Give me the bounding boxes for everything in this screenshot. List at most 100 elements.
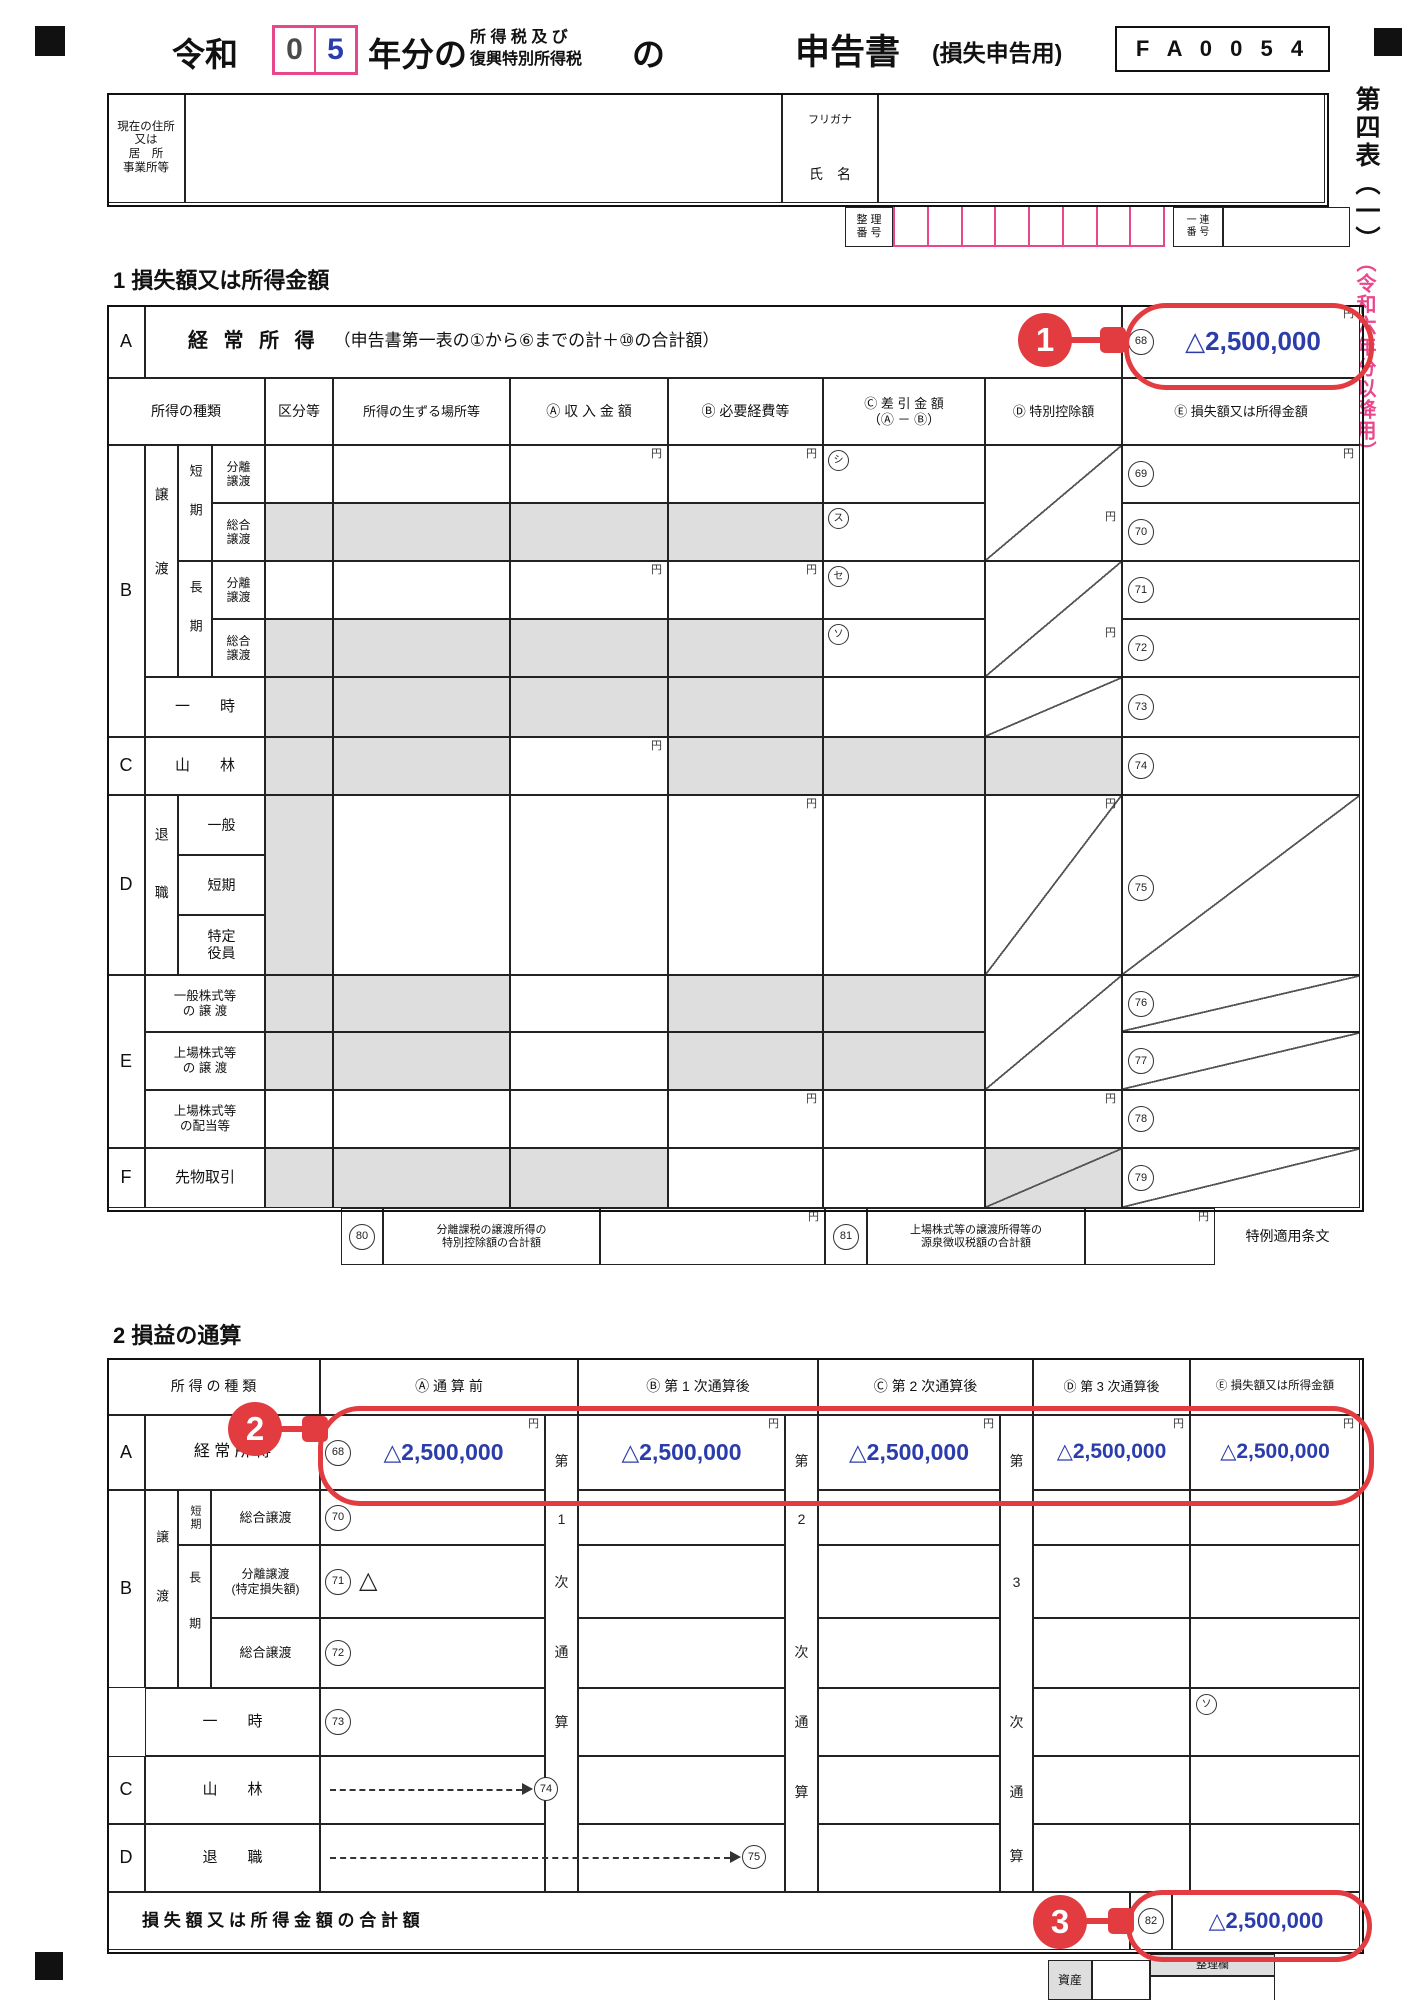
- s2-cell: [1190, 1824, 1360, 1892]
- s2-rowA-key: A: [107, 1415, 145, 1490]
- no-particle: の: [632, 36, 665, 73]
- s1-sougou-tanki: 総合 譲渡: [212, 503, 265, 561]
- pass3-tsu: 通: [1009, 1784, 1024, 1800]
- yen-mark: 円: [808, 1211, 819, 1223]
- yen-mark: 円: [768, 1418, 779, 1430]
- s2-tanki: 短期: [178, 1490, 211, 1545]
- s2-value-third: △2,500,000: [1056, 1440, 1167, 1464]
- s1-r76-77-deduct: [985, 975, 1122, 1090]
- s2-cell: [578, 1688, 785, 1756]
- s2-rowA-second: 円 △2,500,000: [818, 1415, 1000, 1490]
- s1-chouki: 長期: [178, 561, 212, 677]
- num-75: 75: [1128, 875, 1154, 901]
- yen-mark: 円: [528, 1418, 539, 1430]
- s1-r73-kubun: [265, 677, 333, 737]
- s1-tokutei: 特定 役員: [178, 915, 265, 975]
- s1-r74-loss: 74: [1122, 737, 1360, 795]
- s1-r76-diff: [823, 975, 985, 1032]
- furigana-label: フリガナ: [808, 113, 852, 126]
- s1-r78-expense: 円: [668, 1090, 823, 1148]
- s1-r69-place: [333, 445, 510, 503]
- callout-3-badge: 3: [1033, 1895, 1087, 1949]
- s1-r73-deduct: [985, 677, 1122, 737]
- s1-r72-place: [333, 619, 510, 677]
- seiri-box: [1028, 205, 1064, 247]
- footer-shisan-box: [1092, 1960, 1150, 2000]
- s1-taishoku: 退職: [145, 795, 178, 975]
- s1-r79-deduct: [985, 1148, 1122, 1208]
- s1-r78-place: [333, 1090, 510, 1148]
- form-code-box: F A 0 0 5 4: [1115, 26, 1330, 72]
- num-80: 80: [349, 1223, 375, 1250]
- s1-r71-income: 円: [510, 561, 668, 619]
- s1-r79-diff: [823, 1148, 985, 1208]
- s2-B-key: B: [107, 1490, 145, 1688]
- s1-r76-kubun: [265, 975, 333, 1032]
- s1-r70-place: [333, 503, 510, 561]
- s1-r79-loss: 79: [1122, 1148, 1360, 1208]
- footer-shisan-label: 資産: [1048, 1960, 1092, 2000]
- seiri-box: [926, 205, 963, 247]
- s1-r74-income: 円: [510, 737, 668, 795]
- s1-D-place: [333, 795, 510, 975]
- s1-bunri-chouki: 分離 譲渡: [212, 561, 265, 619]
- s1-sanrin: 山 林: [145, 737, 265, 795]
- mark-shi: シ: [828, 450, 849, 471]
- s1-r77-diff: [823, 1032, 985, 1090]
- pass2-dai: 第: [794, 1453, 809, 1469]
- s2-cell: [1190, 1490, 1360, 1545]
- s2-cell: [1033, 1824, 1190, 1892]
- seiri-number-label: 整 理 番 号: [845, 207, 893, 247]
- seiri-box: [1095, 205, 1132, 247]
- s1-jojo-kabu: 上場株式等 の 譲 渡: [145, 1032, 265, 1090]
- s1-r77-income: [510, 1032, 668, 1090]
- s1-h-type: 所得の種類: [107, 378, 265, 445]
- s1-sum1-num-cell: 80: [341, 1208, 383, 1265]
- s2-sougou72: 総合譲渡: [211, 1618, 320, 1688]
- s1-r76-place: [333, 975, 510, 1032]
- s1-r74-kubun: [265, 737, 333, 795]
- s2-C-key: C: [107, 1756, 145, 1824]
- s1-sum2-value: 円: [1085, 1208, 1215, 1265]
- s1-tokurei-label: 特例適用条文: [1215, 1208, 1360, 1265]
- s1-tanki-text: 短期: [187, 464, 203, 542]
- loss-triangle: △: [359, 1567, 378, 1595]
- s2-h-third: Ⓓ 第 3 次通算後: [1033, 1358, 1190, 1415]
- num-79: 79: [1128, 1165, 1154, 1191]
- yen-mark: 円: [1105, 627, 1116, 639]
- s2-chouki: 長期: [178, 1545, 211, 1688]
- s1-r69-loss: 69 円: [1122, 445, 1360, 503]
- yen-mark: 円: [1173, 1418, 1184, 1430]
- seiri-box: [1061, 205, 1098, 247]
- s1-r77-place: [333, 1032, 510, 1090]
- s2-e-mark-cell: ソ: [1190, 1688, 1360, 1756]
- s1-r73-income: [510, 677, 668, 737]
- pass1-san: 算: [554, 1714, 569, 1730]
- pass1-1: 1: [557, 1511, 566, 1527]
- s2-cell: [1033, 1688, 1190, 1756]
- s1-h-income: Ⓐ 収 入 金 額: [510, 378, 668, 445]
- s1-h-diff: Ⓒ 差 引 金 額 （Ⓐ － Ⓑ）: [823, 378, 985, 445]
- yen-mark: 円: [651, 448, 662, 460]
- corner-mark-top-right: [1374, 28, 1402, 56]
- year-box: 0 5: [272, 25, 358, 75]
- sanrin-dashed-arrow: [330, 1789, 522, 1791]
- s1-r70-expense: [668, 503, 823, 561]
- s1-D-income: [510, 795, 668, 975]
- s2-cell: [1033, 1618, 1190, 1688]
- s2-r73-before: 73: [320, 1688, 545, 1756]
- yen-mark: 円: [806, 564, 817, 576]
- s1-r71-expense: 円: [668, 561, 823, 619]
- s1-D-kubun: [265, 795, 333, 975]
- s1-r74-deduct: [985, 737, 1122, 795]
- mark-se: セ: [828, 566, 849, 587]
- form-subtitle: (損失申告用): [932, 40, 1063, 66]
- s1-r71-72-deduct: 円: [985, 561, 1122, 677]
- s2-cell: [1033, 1756, 1190, 1824]
- num-77: 77: [1128, 1048, 1154, 1074]
- era-label: 令和: [172, 36, 238, 73]
- num-73b: 73: [325, 1709, 351, 1735]
- s2-cell: [818, 1756, 1000, 1824]
- yen-mark: 円: [983, 1418, 994, 1430]
